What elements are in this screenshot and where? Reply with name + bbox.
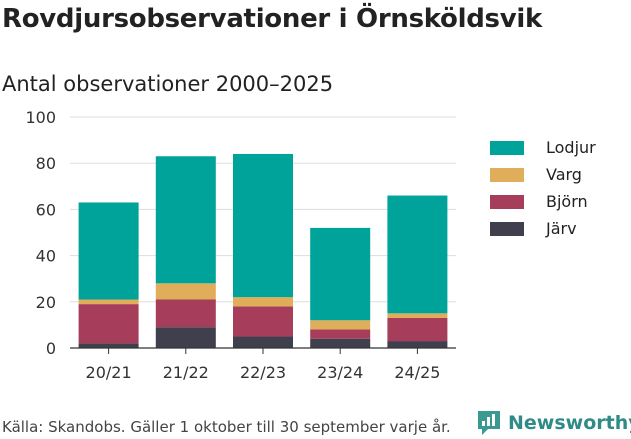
brand-name: Newsworthy [508,412,631,434]
y-axis-ticks: 0 20 40 60 80 100 [25,108,56,358]
legend-label: Varg [546,165,582,184]
legend-item-järv: Järv [490,215,596,242]
legend-label: Järv [546,219,577,238]
x-tick-label: 23/24 [317,363,363,382]
bar-lodjur-22-23 [233,153,293,298]
bar-lodjur-21-22 [155,156,216,284]
bar-björn-24-25 [387,317,448,342]
legend-swatch [490,167,524,182]
bar-järv-24-25 [387,341,448,348]
x-tick-label: 20/21 [86,363,132,382]
bar-järv-22-23 [233,336,293,348]
legend-item-varg: Varg [490,161,596,188]
bar-björn-23-24 [310,329,371,339]
bars [78,153,448,348]
bar-järv-21-22 [155,327,216,348]
bar-järv-23-24 [310,338,371,348]
bar-varg-24-25 [387,313,448,318]
chart-title: Rovdjursobservationer i Örnsköldsvik [2,4,542,34]
legend-label: Lodjur [546,138,596,157]
legend-label: Björn [546,192,588,211]
y-tick-label: 100 [25,108,56,127]
source-note: Källa: Skandobs. Gäller 1 oktober till 3… [2,418,451,436]
legend-item-björn: Björn [490,188,596,215]
bar-björn-20-21 [78,304,139,344]
y-tick-label: 0 [46,339,56,358]
chart-subtitle: Antal observationer 2000–2025 [2,72,334,96]
x-tick-label: 24/25 [394,363,440,382]
bar-lodjur-23-24 [310,227,371,321]
brand-logo: Newsworthy [476,409,631,437]
bar-lodjur-24-25 [387,195,448,314]
legend-swatch [490,221,524,236]
y-tick-label: 40 [36,247,56,266]
y-tick-label: 20 [36,293,56,312]
bar-björn-21-22 [155,299,216,328]
x-tick-label: 21/22 [163,363,209,382]
x-tick-label: 22/23 [240,363,286,382]
legend-swatch [490,194,524,209]
x-axis-ticks: 20/21 21/22 22/23 23/24 24/25 [70,347,456,382]
bar-varg-23-24 [310,320,371,330]
bar-varg-22-23 [233,297,293,307]
legend-item-lodjur: Lodjur [490,134,596,161]
legend: Lodjur Varg Björn Järv [490,134,596,242]
bar-varg-20-21 [78,299,139,305]
y-tick-label: 80 [36,154,56,173]
legend-swatch [490,140,524,155]
newsworthy-logo-icon [478,411,500,435]
bar-varg-21-22 [155,283,216,300]
bar-lodjur-20-21 [78,202,139,300]
bar-järv-20-21 [78,343,139,348]
y-tick-label: 60 [36,200,56,219]
bar-björn-22-23 [233,306,293,337]
